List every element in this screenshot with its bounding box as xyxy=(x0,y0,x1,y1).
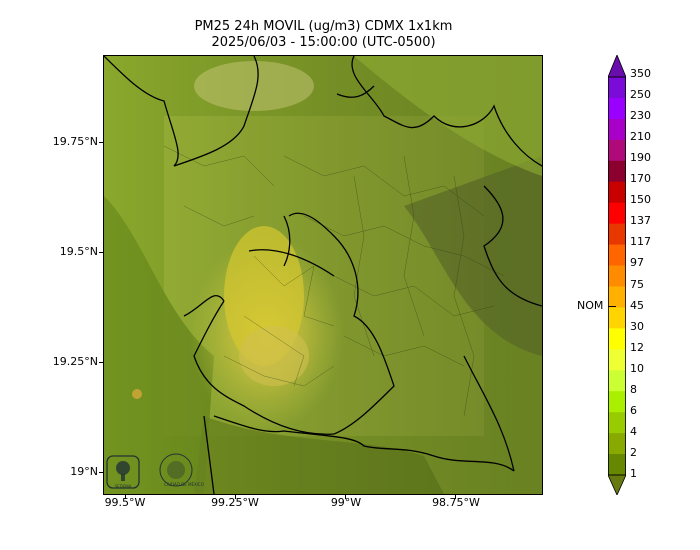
y-tick-label: 19.5°N xyxy=(59,245,98,258)
y-tick-label: 19.75°N xyxy=(52,135,98,148)
colorbar-label: 250 xyxy=(630,88,651,101)
colorbar-label: 190 xyxy=(630,151,651,164)
colorbar-label: 75 xyxy=(630,278,644,291)
x-tick-mark xyxy=(345,495,346,499)
x-tick-mark xyxy=(125,495,126,499)
colorbar-label: 97 xyxy=(630,256,644,269)
colorbar-label: 170 xyxy=(630,172,651,185)
colorbar-label: 230 xyxy=(630,109,651,122)
colorbar-segment xyxy=(608,412,626,434)
colorbar-label: 117 xyxy=(630,235,651,248)
colorbar-outline xyxy=(608,76,626,476)
colorbar-label: 2 xyxy=(630,446,637,459)
map-panel[interactable]: SEDEMA CIUDAD DE MÉXICO xyxy=(103,55,543,495)
colorbar-segment xyxy=(608,202,626,225)
colorbar-segment xyxy=(608,118,626,141)
colorbar-max-extension xyxy=(608,55,626,78)
colorbar-label: 30 xyxy=(630,320,644,333)
northwest-patch xyxy=(194,61,314,111)
terrain-northeast xyxy=(354,56,542,176)
x-tick-label: 99.25°W xyxy=(211,496,259,509)
x-tick-label: 99°W xyxy=(330,496,362,509)
colorbar-segment xyxy=(608,433,626,455)
y-tick-mark xyxy=(99,252,103,253)
y-tick-label: 19.25°N xyxy=(52,355,98,368)
gobierno-logo xyxy=(159,453,193,487)
colorbar-label: 45 xyxy=(630,299,644,312)
colorbar-label: 12 xyxy=(630,341,644,354)
colorbar-segment xyxy=(608,328,626,350)
sedema-logo-caption: SEDEMA xyxy=(115,484,132,489)
x-tick-mark xyxy=(235,495,236,499)
y-tick-mark xyxy=(99,472,103,473)
hotspot-point xyxy=(132,389,142,399)
nom-reference-label: NOM xyxy=(577,299,604,312)
colorbar-segment xyxy=(608,77,626,99)
colorbar-segment xyxy=(608,349,626,371)
y-tick-mark xyxy=(99,142,103,143)
state-boundaries xyxy=(104,56,542,494)
colorbar xyxy=(608,55,626,495)
sedema-logo xyxy=(106,455,140,489)
colorbar-min-extension xyxy=(608,474,626,495)
colorbar-label: 210 xyxy=(630,130,651,143)
colorbar-label: 1 xyxy=(630,467,637,480)
colorbar-segment xyxy=(608,454,626,476)
colorbar-segment xyxy=(608,244,626,267)
x-tick-mark xyxy=(455,495,456,499)
colorbar-segment xyxy=(608,181,626,204)
nom-reference-tick xyxy=(608,306,616,307)
y-tick-mark xyxy=(99,362,103,363)
colorbar-segment xyxy=(608,307,626,329)
map-timestamp: 2025/06/03 - 15:00:00 (UTC-0500) xyxy=(211,35,436,50)
colorbar-label: 8 xyxy=(630,383,637,396)
pollution-core-south xyxy=(239,326,309,386)
municipal-boundaries xyxy=(163,145,505,417)
x-tick-label: 99.5°W xyxy=(104,496,146,509)
colorbar-segment xyxy=(608,391,626,413)
colorbar-segment xyxy=(608,160,626,183)
colorbar-label: 137 xyxy=(630,214,651,227)
colorbar-segment xyxy=(608,223,626,246)
colorbar-label: 350 xyxy=(630,67,651,80)
colorbar-segment xyxy=(608,370,626,392)
colorbar-label: 150 xyxy=(630,193,651,206)
map-title: PM25 24h MOVIL (ug/m3) CDMX 1x1km xyxy=(194,19,453,34)
colorbar-segment xyxy=(608,286,626,308)
colorbar-label: 10 xyxy=(630,362,644,375)
colorbar-segment xyxy=(608,139,626,162)
colorbar-segment xyxy=(608,265,626,287)
x-tick-label: 98.75°W xyxy=(432,496,480,509)
colorbar-label: 6 xyxy=(630,404,637,417)
gobierno-logo-caption: CIUDAD DE MÉXICO xyxy=(164,482,204,487)
y-tick-label: 19°N xyxy=(70,465,98,478)
map-canvas: SEDEMA CIUDAD DE MÉXICO xyxy=(104,56,542,494)
colorbar-segment xyxy=(608,97,626,120)
colorbar-label: 4 xyxy=(630,425,637,438)
